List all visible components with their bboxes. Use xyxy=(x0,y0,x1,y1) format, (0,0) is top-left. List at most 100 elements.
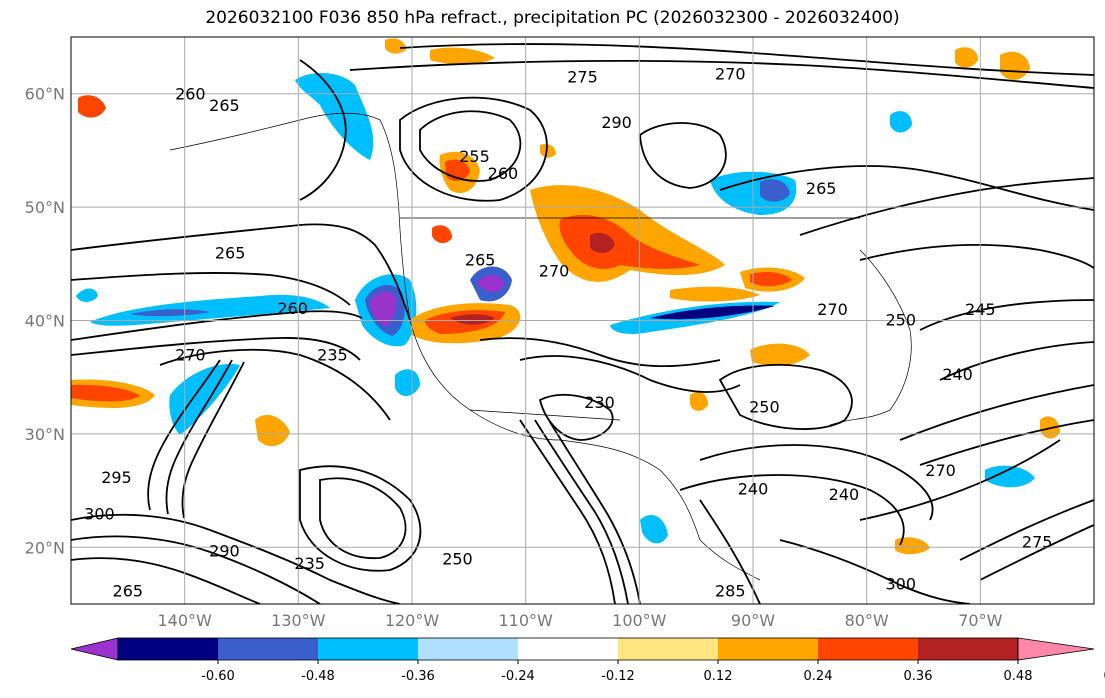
contour-line xyxy=(799,177,1094,236)
colorbar-tick-label: -0.36 xyxy=(401,669,435,684)
contour-line xyxy=(534,419,629,604)
contour-line xyxy=(979,524,1094,581)
negative-anomaly-region xyxy=(985,465,1035,488)
positive-anomaly-region xyxy=(1000,51,1030,80)
positive-anomaly-region xyxy=(540,144,556,158)
positive-anomaly-region xyxy=(670,286,760,302)
contour-line xyxy=(519,355,741,393)
contour-line xyxy=(939,341,1094,381)
contour-line xyxy=(719,165,1094,211)
contour-label: 300 xyxy=(885,575,916,594)
contour-line xyxy=(147,359,221,511)
contour-line xyxy=(699,444,934,521)
contour-label: 260 xyxy=(488,164,519,183)
colorbar-segment xyxy=(418,638,519,660)
contour-label: 250 xyxy=(442,550,473,569)
colorbar-tick-label: 0.36 xyxy=(904,669,933,684)
positive-anomaly-region xyxy=(71,384,140,402)
contour-line xyxy=(699,499,761,604)
contour-line xyxy=(349,59,1094,89)
contour-label: 260 xyxy=(175,85,206,104)
colorbar-tick-label: 0.24 xyxy=(804,669,833,684)
contour-label: 265 xyxy=(215,243,246,262)
longitude-label: 120°W xyxy=(385,611,440,630)
contour-line xyxy=(639,122,727,189)
colorbar-tick-label: -0.24 xyxy=(501,669,535,684)
map-frame xyxy=(70,36,1095,605)
colorbar-segment xyxy=(618,638,719,660)
contour-line xyxy=(859,439,1061,521)
negative-anomaly-region xyxy=(395,369,420,396)
latitude-label: 30°N xyxy=(25,425,65,444)
positive-anomaly-region xyxy=(430,47,495,65)
positive-anomaly-region xyxy=(255,414,290,447)
contour-line xyxy=(319,477,407,560)
coastline xyxy=(829,249,912,426)
negative-anomaly-region xyxy=(169,364,240,435)
contour-label: 270 xyxy=(539,262,570,281)
contour-label: 265 xyxy=(113,581,144,600)
latitude-label: 50°N xyxy=(25,198,65,217)
latitude-label: 20°N xyxy=(25,538,65,557)
contour-line xyxy=(299,465,422,572)
contour-label: 285 xyxy=(715,581,746,600)
graticule xyxy=(71,37,1094,604)
map-content xyxy=(71,38,1094,604)
contour-line xyxy=(165,359,233,515)
longitude-labels: 140°W 130°W 120°W 110°W 100°W 90°W 80°W 70°W xyxy=(157,611,1002,630)
colorbar xyxy=(70,637,1095,661)
contour-label: 265 xyxy=(209,96,240,115)
longitude-label: 90°W xyxy=(731,611,775,630)
latitude-label: 40°N xyxy=(25,312,65,331)
contour-line xyxy=(919,299,1094,331)
contour-label: 235 xyxy=(294,554,325,573)
contour-line xyxy=(399,96,548,202)
contour-line xyxy=(959,499,1094,561)
contour-line xyxy=(919,419,1094,466)
colorbar-tick-label: -0.12 xyxy=(601,669,635,684)
longitude-label: 130°W xyxy=(271,611,326,630)
colorbar-segment xyxy=(518,638,619,660)
contour-line xyxy=(899,384,1094,441)
contour-line xyxy=(538,393,614,441)
longitude-label: 70°W xyxy=(958,611,1002,630)
colorbar-tick-label: 0.60 xyxy=(1104,669,1105,684)
negative-anomaly-region xyxy=(370,291,397,326)
positive-anomaly-region xyxy=(590,232,615,253)
contour-label: 260 xyxy=(277,299,308,318)
colorbar-segment xyxy=(118,638,219,660)
contour-label: 270 xyxy=(817,300,848,319)
colorbar-segment xyxy=(318,638,419,660)
contour-label: 235 xyxy=(317,346,348,365)
negative-anomaly-region xyxy=(130,309,210,317)
contour-label: 300 xyxy=(84,504,115,523)
negative-anomaly-region xyxy=(640,515,668,544)
contour-line xyxy=(859,243,1094,269)
contour-label: 295 xyxy=(101,468,132,487)
negative-anomaly-region xyxy=(295,73,374,160)
colorbar-tick-labels: -0.60 -0.48 -0.36 -0.24 -0.12 0.12 0.24 0.36 0.4… xyxy=(201,660,1105,684)
contour-label: 240 xyxy=(829,485,860,504)
contour-label: 270 xyxy=(175,346,206,365)
contour-label: 275 xyxy=(567,68,598,87)
contour-line xyxy=(519,419,616,604)
contour-label: 290 xyxy=(209,542,240,561)
colorbar-extend-min xyxy=(70,637,119,661)
shaded-field xyxy=(71,38,1060,555)
negative-anomaly-region xyxy=(760,179,790,202)
positive-anomaly-region xyxy=(955,47,978,68)
colorbar-segment xyxy=(918,638,1019,660)
border xyxy=(469,409,621,421)
contour-line xyxy=(419,110,522,182)
negative-anomaly-region xyxy=(890,111,912,133)
latitude-labels: 60°N 50°N 40°N 30°N 20°N xyxy=(25,85,65,558)
contour-label: 240 xyxy=(942,365,973,384)
contour-label: 230 xyxy=(584,393,615,412)
contour-line xyxy=(718,363,853,430)
contour-line xyxy=(71,535,321,604)
positive-anomaly-region xyxy=(750,343,810,366)
contour-label: 250 xyxy=(885,310,916,329)
latitude-label: 60°N xyxy=(25,85,65,104)
